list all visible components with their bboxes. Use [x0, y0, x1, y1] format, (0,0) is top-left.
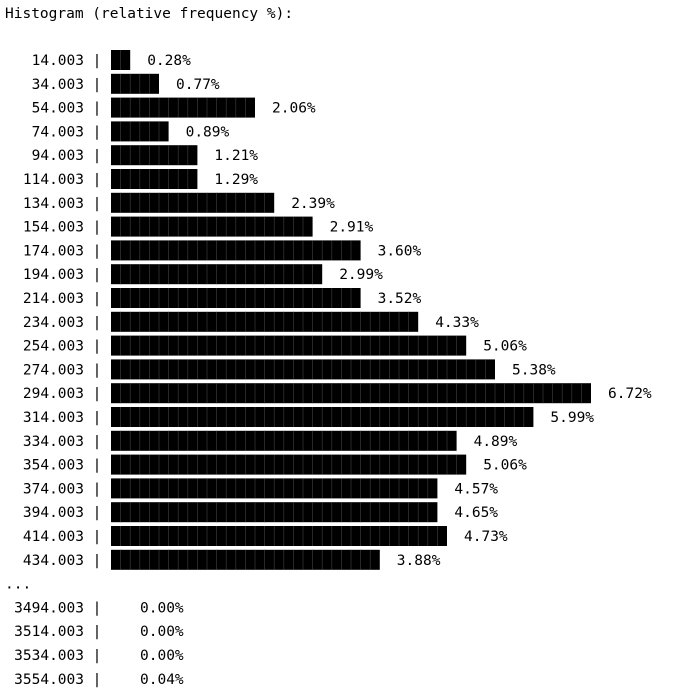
bin-label: 74.003 [32, 124, 84, 140]
axis-separator: | [93, 481, 102, 497]
bin-label: 174.003 [23, 243, 84, 259]
value-label: 2.99% [339, 267, 383, 283]
axis-separator: | [93, 362, 102, 378]
value-label: 5.06% [483, 458, 527, 474]
axis-separator: | [93, 648, 102, 664]
histogram-bar [111, 454, 467, 475]
bin-label: 114.003 [23, 172, 84, 188]
axis-separator: | [93, 624, 102, 640]
bin-label: 414.003 [23, 529, 84, 545]
axis-separator: | [93, 77, 102, 93]
bin-label: 354.003 [23, 458, 84, 474]
value-label: 5.06% [483, 339, 527, 355]
bin-label: 134.003 [23, 196, 84, 212]
histogram-bar [111, 335, 467, 356]
bin-label: 394.003 [23, 505, 84, 521]
axis-separator: | [93, 291, 102, 307]
bin-label: 3554.003 [14, 672, 84, 688]
bin-label: 94.003 [32, 148, 84, 164]
value-label: 0.28% [147, 53, 191, 69]
axis-separator: | [93, 315, 102, 331]
value-label: 5.38% [512, 362, 556, 378]
bin-label: 3514.003 [14, 624, 84, 640]
value-label: 5.99% [550, 410, 594, 426]
histogram-bar [111, 169, 198, 189]
value-label: 4.33% [435, 315, 479, 331]
bin-label: 314.003 [23, 410, 84, 426]
axis-separator: | [93, 220, 102, 236]
axis-separator: | [93, 196, 102, 212]
axis-separator: | [93, 243, 102, 259]
axis-separator: | [93, 505, 102, 521]
value-label: 0.00% [140, 600, 184, 616]
histogram-bar [111, 216, 313, 237]
value-label: 2.91% [330, 220, 374, 236]
axis-separator: | [93, 386, 102, 402]
axis-separator: | [93, 600, 102, 616]
value-label: 3.60% [378, 243, 422, 259]
chart-title: Histogram (relative frequency %): [5, 6, 294, 22]
value-label: 4.65% [454, 505, 498, 521]
bin-label: 214.003 [23, 291, 84, 307]
axis-separator: | [93, 53, 102, 69]
axis-separator: | [93, 267, 102, 283]
bin-label: 334.003 [23, 434, 84, 450]
value-label: 0.00% [140, 648, 184, 664]
value-label: 0.04% [140, 672, 184, 688]
value-label: 3.88% [397, 553, 441, 569]
value-label: 0.89% [186, 124, 230, 140]
bin-label: 294.003 [23, 386, 84, 402]
histogram-bar [111, 73, 159, 94]
histogram-bar [111, 192, 275, 213]
axis-separator: | [93, 434, 102, 450]
ellipsis: ... [5, 577, 31, 593]
bin-label: 14.003 [32, 53, 84, 69]
bin-label: 254.003 [23, 339, 84, 355]
value-label: 4.73% [464, 529, 508, 545]
bin-label: 34.003 [32, 77, 84, 93]
bin-label: 374.003 [23, 481, 84, 497]
value-label: 4.57% [454, 481, 498, 497]
value-label: 4.89% [474, 434, 518, 450]
axis-separator: | [93, 458, 102, 474]
histogram-bar [111, 526, 447, 546]
bin-label: 154.003 [23, 220, 84, 236]
bin-label: 234.003 [23, 315, 84, 331]
value-label: 2.39% [291, 196, 335, 212]
value-label: 3.52% [378, 291, 422, 307]
histogram-bar [111, 97, 255, 118]
bin-label: 434.003 [23, 553, 84, 569]
bin-label: 3494.003 [14, 600, 84, 616]
axis-separator: | [93, 529, 102, 545]
axis-separator: | [93, 148, 102, 164]
axis-separator: | [93, 553, 102, 569]
axis-separator: | [93, 410, 102, 426]
value-label: 1.29% [214, 172, 258, 188]
value-label: 6.72% [608, 386, 652, 402]
value-label: 2.06% [272, 101, 316, 117]
axis-separator: | [93, 124, 102, 140]
bin-label: 3534.003 [14, 648, 84, 664]
histogram-bar [111, 145, 198, 166]
value-label: 0.77% [176, 77, 220, 93]
bin-label: 274.003 [23, 362, 84, 378]
axis-separator: | [93, 172, 102, 188]
axis-separator: | [93, 101, 102, 117]
axis-separator: | [93, 672, 102, 688]
value-label: 0.00% [140, 624, 184, 640]
axis-separator: | [93, 339, 102, 355]
bin-label: 54.003 [32, 101, 84, 117]
bin-label: 194.003 [23, 267, 84, 283]
value-label: 1.21% [214, 148, 258, 164]
